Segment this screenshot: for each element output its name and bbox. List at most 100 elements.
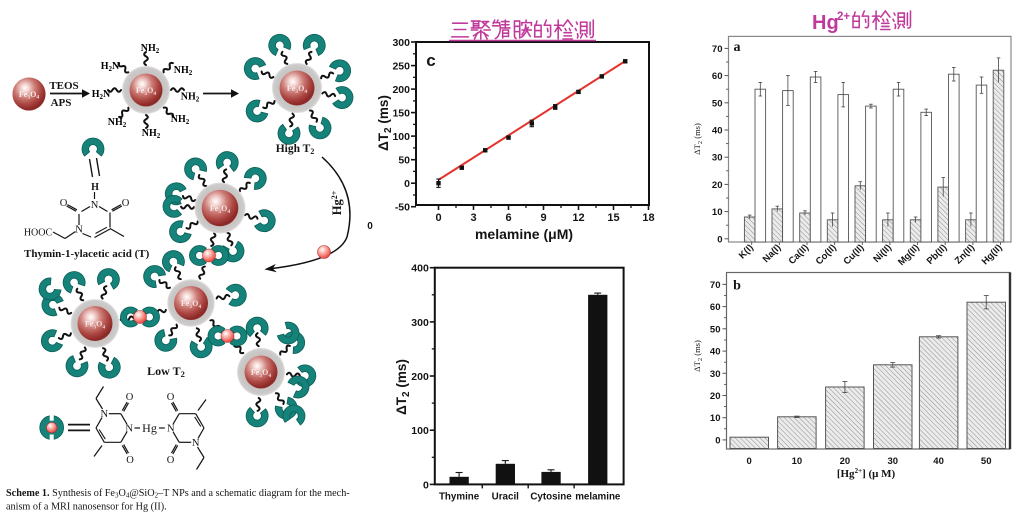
svg-text:Thymine: Thymine: [439, 492, 480, 503]
svg-text:0: 0: [435, 212, 441, 224]
svg-text:Ca(II): Ca(II): [787, 242, 812, 267]
svg-text:30: 30: [710, 369, 721, 380]
svg-text:Fe3O4: Fe3O4: [210, 204, 230, 215]
svg-text:0: 0: [367, 221, 373, 232]
svg-text:N: N: [75, 225, 83, 236]
svg-text:Hg: Hg: [812, 12, 839, 34]
svg-text:0: 0: [717, 234, 722, 245]
svg-text:Uracil: Uracil: [492, 492, 520, 503]
svg-text:O: O: [167, 392, 175, 403]
svg-text:NH2: NH2: [181, 92, 200, 104]
svg-text:9: 9: [540, 212, 546, 224]
svg-text:TEOS: TEOS: [49, 80, 78, 92]
svg-text:ΔT2 (ms): ΔT2 (ms): [692, 340, 704, 372]
svg-text:Mg(II): Mg(II): [896, 242, 922, 268]
svg-text:NH2: NH2: [171, 114, 190, 126]
svg-text:NH2: NH2: [174, 65, 193, 77]
svg-text:NH2: NH2: [141, 43, 160, 55]
svg-text:H2N: H2N: [92, 89, 111, 101]
svg-text:3: 3: [470, 212, 476, 224]
svg-text:70: 70: [710, 280, 721, 291]
svg-text:N: N: [91, 200, 99, 211]
svg-text:High T2: High T2: [276, 143, 315, 156]
svg-text:60: 60: [712, 71, 723, 82]
svg-text:Fe3O4: Fe3O4: [136, 86, 156, 97]
svg-text:40: 40: [712, 126, 723, 137]
svg-text:O: O: [122, 198, 130, 209]
svg-text:a: a: [734, 40, 741, 55]
svg-text:-50: -50: [395, 202, 410, 214]
svg-text:Fe3O4: Fe3O4: [251, 368, 271, 379]
svg-text:20: 20: [840, 456, 851, 467]
svg-text:N: N: [192, 438, 200, 449]
svg-text:H2N: H2N: [101, 61, 120, 73]
svg-text:50: 50: [981, 456, 992, 467]
svg-text:Cytosine: Cytosine: [530, 492, 572, 503]
svg-text:NH2: NH2: [108, 117, 127, 129]
svg-text:K(I): K(I): [737, 242, 756, 261]
svg-text:Hg(II): Hg(II): [980, 242, 1005, 267]
svg-text:Fe3O4: Fe3O4: [85, 320, 105, 331]
svg-text:2+: 2+: [837, 11, 850, 23]
svg-text:Co(II): Co(II): [814, 242, 839, 267]
svg-text:40: 40: [933, 456, 944, 467]
svg-text:N: N: [167, 424, 175, 435]
svg-text:300: 300: [392, 37, 410, 49]
svg-text:10: 10: [710, 413, 721, 424]
svg-text:Hg: Hg: [142, 421, 157, 435]
svg-text:100: 100: [392, 131, 410, 143]
svg-text:30: 30: [888, 456, 899, 467]
svg-text:HOOC: HOOC: [24, 228, 53, 239]
svg-text:40: 40: [710, 347, 721, 358]
svg-text:0: 0: [747, 456, 752, 467]
svg-text:Thymin-1-ylacetic acid (T): Thymin-1-ylacetic acid (T): [24, 248, 150, 260]
svg-text:Ni(II): Ni(II): [871, 242, 894, 265]
svg-text:70: 70: [712, 44, 723, 55]
svg-text:200: 200: [392, 84, 410, 96]
svg-text:300: 300: [411, 317, 429, 329]
svg-text:200: 200: [411, 371, 429, 383]
svg-text:18: 18: [642, 212, 654, 224]
svg-text:10: 10: [712, 207, 723, 218]
svg-text:60: 60: [710, 302, 721, 313]
svg-text:melamine (μM): melamine (μM): [475, 226, 573, 242]
svg-text:0: 0: [404, 178, 410, 190]
svg-text:400: 400: [411, 263, 429, 275]
svg-text:O: O: [126, 392, 134, 403]
svg-text:ΔT2 (ms): ΔT2 (ms): [376, 95, 394, 151]
svg-text:50: 50: [712, 98, 723, 109]
svg-text:c: c: [426, 51, 435, 70]
svg-text:0: 0: [423, 479, 429, 491]
svg-text:50: 50: [710, 324, 721, 335]
svg-text:Hg2+: Hg2+: [330, 190, 344, 215]
svg-text:Scheme 1. Synthesis of Fe3O4@: Scheme 1. Synthesis of Fe3O4@SiO2–T NPs …: [6, 488, 350, 500]
svg-text:0: 0: [715, 435, 720, 446]
svg-text:Cu(II): Cu(II): [841, 242, 866, 267]
svg-text:ΔT2 (ms): ΔT2 (ms): [394, 359, 412, 415]
svg-text:12: 12: [572, 212, 584, 224]
svg-text:20: 20: [710, 391, 721, 402]
svg-text:Fe3O4: Fe3O4: [181, 299, 201, 310]
svg-text:Na(I): Na(I): [761, 242, 784, 265]
svg-text:Fe3O4: Fe3O4: [287, 84, 307, 95]
svg-text:30: 30: [712, 153, 723, 164]
svg-text:anism of a MRI nanosensor for: anism of a MRI nanosensor for Hg (II).: [6, 502, 167, 513]
svg-text:250: 250: [392, 61, 410, 73]
svg-text:50: 50: [398, 155, 410, 167]
svg-text:N: N: [101, 409, 109, 420]
svg-text:10: 10: [792, 456, 803, 467]
svg-text:N: N: [125, 424, 133, 435]
svg-text:Low T2: Low T2: [147, 364, 185, 379]
svg-text:15: 15: [607, 212, 619, 224]
svg-text:NH2: NH2: [142, 128, 161, 140]
svg-text:O: O: [167, 455, 175, 466]
svg-text:6: 6: [505, 212, 511, 224]
svg-text:ΔT2 (ms): ΔT2 (ms): [692, 123, 704, 155]
svg-text:[Hg2+] (μ M): [Hg2+] (μ M): [837, 467, 896, 480]
svg-text:150: 150: [392, 108, 410, 120]
svg-text:100: 100: [411, 425, 429, 437]
svg-text:Pb(II): Pb(II): [925, 242, 950, 267]
svg-text:APS: APS: [51, 97, 72, 109]
svg-text:20: 20: [712, 180, 723, 191]
svg-text:H: H: [91, 182, 99, 193]
